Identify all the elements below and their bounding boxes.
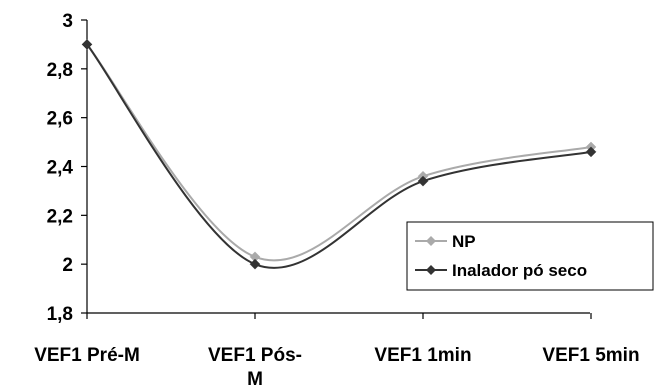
x-tick-label-line: VEF1 1min bbox=[374, 345, 471, 366]
y-tick-label: 2,4 bbox=[47, 158, 74, 179]
series-line bbox=[86, 43, 592, 269]
x-tick-label: VEF1 Pré-M bbox=[34, 345, 140, 366]
x-tick-label: VEF1 5min bbox=[542, 345, 639, 366]
y-tick-label: 1,8 bbox=[47, 304, 73, 325]
x-tick-label: VEF1 1min bbox=[374, 345, 471, 366]
legend-label: NP bbox=[452, 232, 476, 251]
data-point-marker bbox=[585, 146, 597, 158]
legend: NP Inalador pó seco bbox=[406, 221, 654, 291]
legend-label: Inalador pó seco bbox=[452, 261, 587, 280]
series-group bbox=[81, 39, 597, 270]
data-point-marker bbox=[81, 39, 93, 50]
y-tick-label: 2 bbox=[62, 255, 73, 276]
legend-swatch-marker bbox=[426, 265, 436, 275]
data-point-marker bbox=[249, 258, 261, 270]
y-tick-label: 3 bbox=[62, 11, 73, 32]
series-inalador-po-seco bbox=[81, 39, 597, 270]
x-axis-ticks: VEF1 Pré-M VEF1 Pós- M VEF1 1min VEF1 5min bbox=[34, 313, 640, 390]
x-tick-label-line: VEF1 Pós- bbox=[208, 345, 302, 366]
x-tick-label: VEF1 Pós- M bbox=[208, 345, 302, 390]
x-tick-label-line: M bbox=[247, 369, 263, 390]
legend-box bbox=[406, 221, 654, 291]
y-tick-label: 2,6 bbox=[47, 109, 73, 130]
legend-swatch-marker bbox=[426, 236, 436, 246]
series-line bbox=[86, 43, 592, 262]
x-tick-label-line: VEF1 5min bbox=[542, 345, 639, 366]
x-tick-label-line: VEF1 Pré-M bbox=[34, 345, 140, 366]
y-axis-ticks: 1,8 2 2,2 2,4 2,6 2,8 3 bbox=[47, 11, 87, 325]
y-tick-label: 2,8 bbox=[47, 60, 73, 81]
y-tick-label: 2,2 bbox=[47, 206, 73, 227]
data-point-marker bbox=[417, 175, 429, 187]
